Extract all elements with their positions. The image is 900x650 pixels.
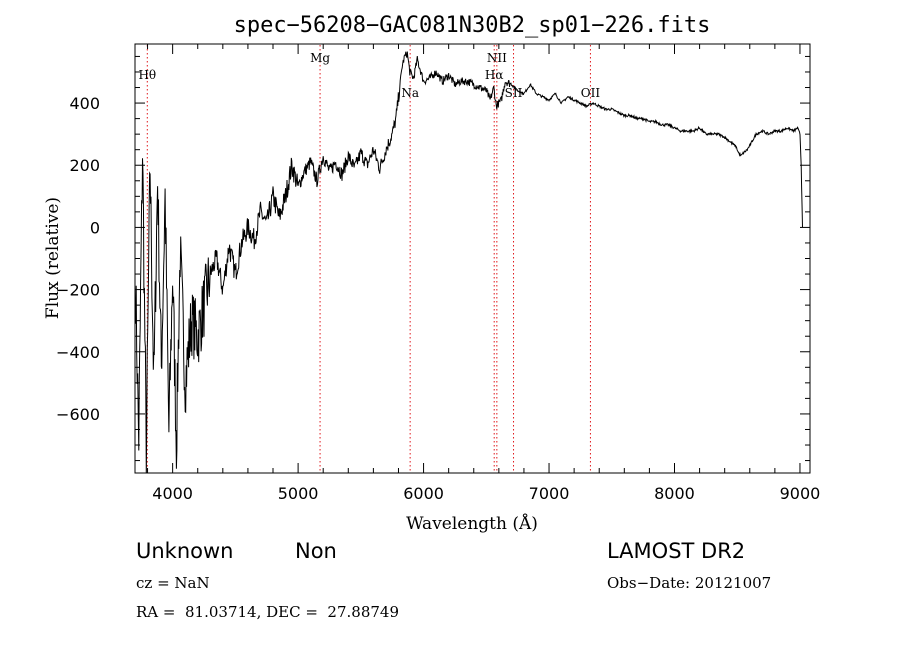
spectrum-series-line: [135, 51, 803, 473]
spectral-line-label: OII: [581, 86, 601, 100]
survey-name: LAMOST DR2: [607, 539, 746, 563]
chart-title: spec−56208−GAC081N30B2_sp01−226.fits: [234, 13, 711, 38]
spectral-line-label: Hθ: [138, 68, 156, 82]
spectral-line-label: Mg: [310, 51, 330, 65]
y-tick-label: −600: [56, 405, 100, 424]
spectral-line-label: Na: [401, 86, 419, 100]
x-axis-label: Wavelength (Å): [406, 513, 538, 534]
y-tick-label: −400: [56, 343, 100, 362]
x-tick-label: 4000: [152, 484, 193, 503]
redshift-cz: cz = NaN: [136, 574, 210, 592]
x-tick-label: 9000: [780, 484, 821, 503]
x-tick-label: 6000: [403, 484, 444, 503]
object-subclass: Non: [295, 539, 337, 563]
x-tick-label: 8000: [654, 484, 695, 503]
y-tick-label: −200: [56, 281, 100, 300]
spectral-line-label: NII: [487, 51, 507, 65]
y-tick-label: 200: [69, 156, 100, 175]
ra-dec-coords: RA = 81.03714, DEC = 27.88749: [136, 603, 400, 621]
y-tick-label: 0: [90, 218, 100, 237]
plot-frame: [134, 43, 811, 474]
spectral-line-label: SII: [505, 86, 523, 100]
y-axis-label: Flux (relative): [43, 197, 63, 319]
spectral-line-label: Hα: [485, 68, 504, 82]
object-class: Unknown: [136, 539, 234, 563]
x-tick-label: 5000: [278, 484, 319, 503]
y-tick-label: 400: [69, 94, 100, 113]
x-tick-label: 7000: [529, 484, 570, 503]
obs-date: Obs−Date: 20121007: [607, 574, 772, 592]
